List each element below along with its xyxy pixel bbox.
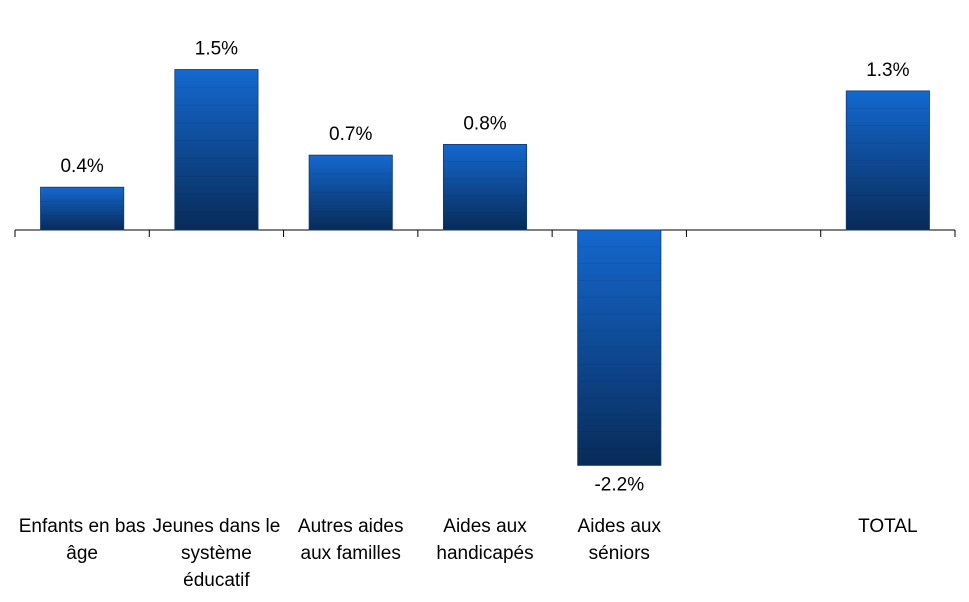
- bar: [40, 186, 125, 231]
- x-tick-label: Aides aux handicapés: [436, 516, 534, 564]
- value-label: 0.7%: [329, 124, 372, 145]
- bar: [308, 154, 393, 231]
- value-label: 1.3%: [866, 60, 909, 81]
- value-label: 0.4%: [60, 156, 103, 177]
- bar: [845, 90, 930, 231]
- x-tick-label: TOTAL: [858, 516, 918, 537]
- value-label: -2.2%: [594, 474, 644, 495]
- x-tick-label: Autres aides aux familles: [297, 516, 404, 564]
- value-label: 1.5%: [195, 39, 238, 60]
- bar: [577, 229, 662, 466]
- value-label: 0.8%: [463, 113, 506, 134]
- x-tick-label: Aides aux séniors: [577, 516, 661, 564]
- x-tick-label: Enfants en bas âge: [18, 516, 146, 564]
- bar: [174, 69, 259, 231]
- bar: [442, 143, 528, 231]
- x-tick-label: Jeunes dans le système éducatif: [152, 516, 281, 591]
